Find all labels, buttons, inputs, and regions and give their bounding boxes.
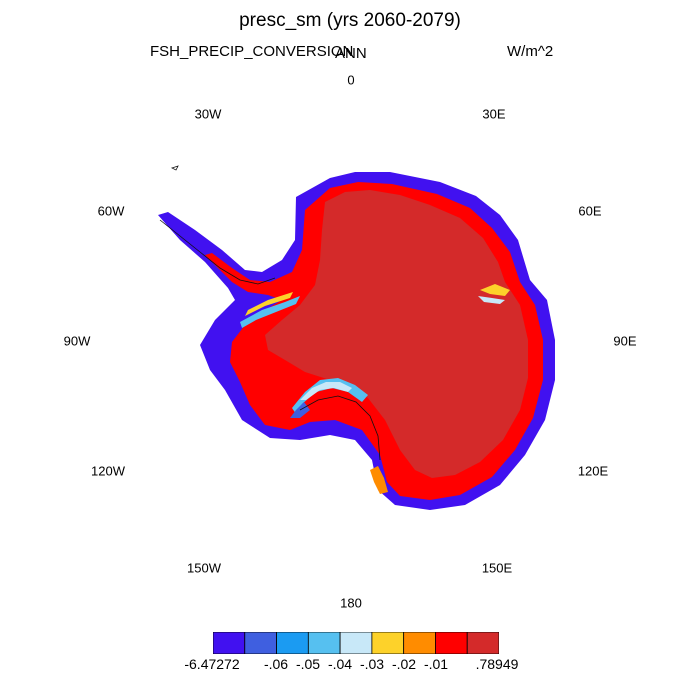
colorbar-swatch-2 (244, 632, 277, 654)
peninsula-mixed-band (240, 296, 300, 328)
lon-label-30e: 30E (482, 106, 506, 122)
antarctica-continent (158, 172, 555, 510)
colorbar-swatch-1 (213, 632, 246, 654)
variable-name: FSH_PRECIP_CONVERSION (150, 43, 354, 60)
lon-label-180: 180 (340, 595, 362, 611)
ice-shelf-pale-band (300, 382, 352, 400)
period-label: ANN (335, 45, 367, 62)
colorbar-label-5: -.03 (359, 656, 385, 672)
peninsula-yellow-band (245, 292, 293, 316)
lon-label-120w: 120W (91, 463, 125, 479)
colorbar-label-7: -.01 (423, 656, 449, 672)
colorbar-label-3: -.05 (295, 656, 321, 672)
colorbar-swatch-6 (371, 632, 405, 654)
plot-title: presc_sm (yrs 2060-2079) (239, 10, 461, 31)
lon-label-60e: 60E (578, 203, 602, 219)
lon-label-150w: 150W (187, 560, 221, 576)
lon-label-90w: 90W (63, 333, 91, 349)
lon-label-0: 0 (347, 72, 355, 88)
colorbar-swatch-9 (466, 632, 499, 654)
lon-label-60w: 60W (97, 203, 125, 219)
colorbar-label-1: -6.47272 (184, 656, 240, 672)
colorbar-swatch-4 (307, 632, 341, 654)
ross-coastline (299, 395, 381, 461)
interior-plateau (265, 190, 528, 478)
units-label: W/m^2 (507, 43, 554, 60)
shelf-front-orange (370, 466, 388, 494)
colorbar-swatch-5 (339, 632, 373, 654)
colorbar-swatch-7 (403, 632, 436, 654)
lon-label-120e: 120E (577, 463, 609, 479)
colorbar-label-6: -.02 (391, 656, 417, 672)
lon-label-30w: 30W (194, 106, 222, 122)
east-coast-yellow (480, 284, 510, 296)
island-outline (170, 165, 179, 171)
peninsula-coastline (159, 219, 276, 285)
lon-label-150e: 150E (481, 560, 513, 576)
colorbar-swatch-8 (435, 632, 468, 654)
colorbar-label-8: .78949 (475, 656, 519, 672)
colorbar-swatch-3 (276, 632, 309, 654)
east-coast-pale (478, 296, 505, 304)
lon-label-90e: 90E (613, 333, 637, 349)
colorbar (213, 632, 499, 654)
colorbar-label-2: -.06 (263, 656, 289, 672)
coastline-outline (159, 165, 381, 461)
colorbar-label-4: -.04 (327, 656, 353, 672)
